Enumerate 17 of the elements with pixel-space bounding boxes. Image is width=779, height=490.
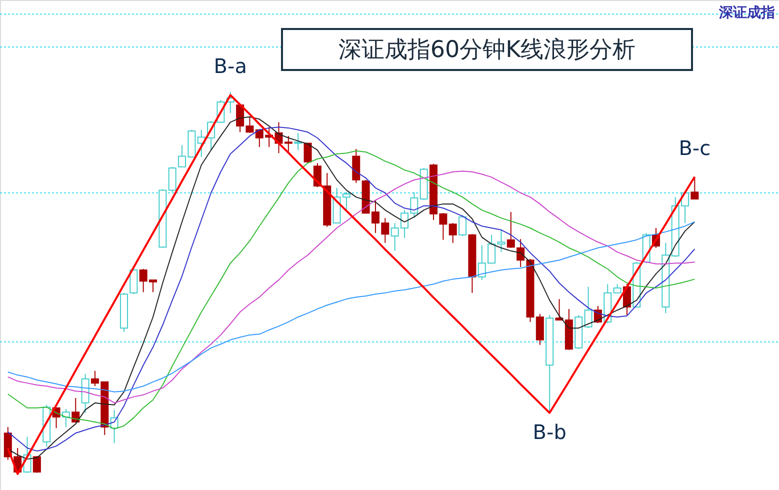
candlestick (584, 286, 592, 329)
candlestick (130, 268, 138, 295)
annotation: B-c (678, 136, 711, 160)
candlestick (304, 142, 312, 164)
candlestick (448, 222, 457, 244)
candlestick (32, 456, 41, 474)
text: 深证成指 (718, 5, 775, 21)
candlestick (690, 176, 699, 200)
candlestick (536, 313, 544, 346)
chart-title: 深证成指60分钟K线浪形分析 (338, 37, 636, 63)
candlestick (352, 148, 360, 184)
annotation: B-b (532, 420, 566, 444)
candlestick (168, 166, 176, 193)
candlestick (284, 135, 292, 154)
candlestick (506, 211, 515, 248)
candlestick (458, 214, 467, 237)
annotation: B-a (214, 54, 247, 78)
